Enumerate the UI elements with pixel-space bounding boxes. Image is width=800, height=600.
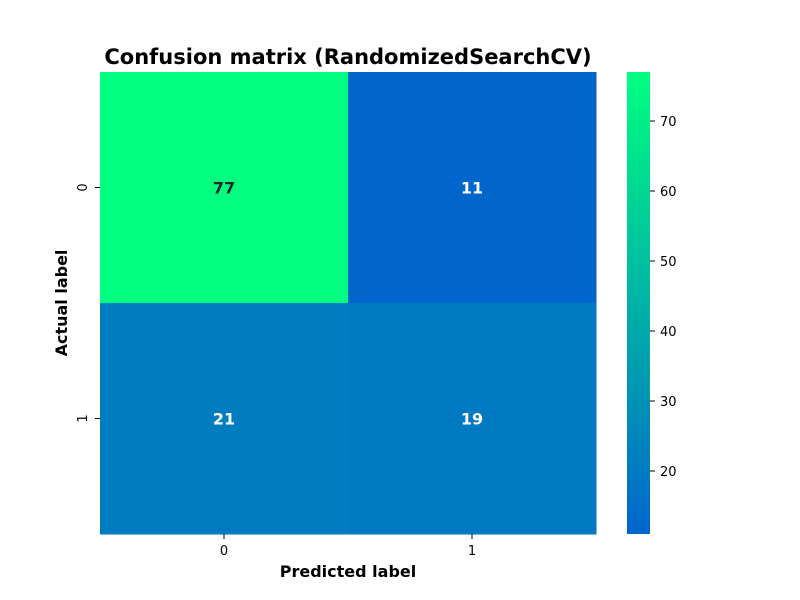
colorbar-tick-label: 70 [660,115,677,130]
y-axis-label: Actual label [52,250,71,357]
colorbar-tick-label: 50 [660,255,677,270]
colorbar-tick-label: 20 [660,465,677,480]
colorbar-ticks: 20 30 40 50 60 70 [650,115,677,480]
x-axis-label: Predicted label [280,562,416,581]
heatmap-cell [348,72,597,304]
heatmap-cell [100,303,349,535]
chart-title: Confusion matrix (RandomizedSearchCV) [104,45,591,69]
y-axis-ticks: 01 [76,183,100,423]
cell-value-label: 21 [213,410,235,429]
x-tick-label: 1 [468,544,476,559]
cell-value-label: 11 [461,179,483,198]
colorbar-tick-label: 40 [660,325,677,340]
heatmap-cell [100,72,349,304]
y-tick-label: 1 [76,414,91,422]
cell-value-label: 77 [213,179,235,198]
cell-value-label: 19 [461,410,483,429]
y-tick-label: 0 [76,183,91,191]
x-tick-label: 0 [220,544,228,559]
heatmap-cell [348,303,597,535]
colorbar-tick-label: 30 [660,395,677,410]
heatmap-cell-labels: 77 11 21 19 [213,179,483,429]
heatmap-cells [100,72,597,535]
colorbar-tick-label: 60 [660,185,677,200]
colorbar [627,72,650,534]
